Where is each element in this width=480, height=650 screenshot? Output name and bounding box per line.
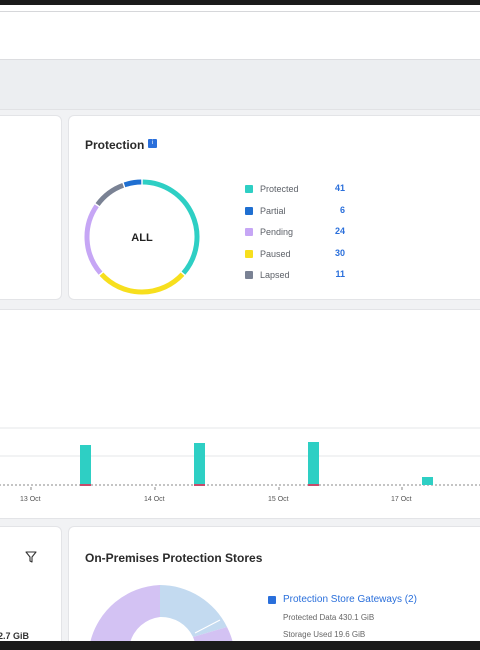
legend-swatch [245, 271, 253, 279]
storage-used-text: Storage Used 19.6 GiB [283, 630, 366, 639]
donut-segment-lapsed[interactable] [95, 182, 125, 207]
legend-count[interactable]: 24 [334, 226, 345, 236]
legend-count[interactable]: 11 [335, 269, 345, 279]
legend-item-pending[interactable]: Pending 24 [245, 225, 345, 247]
donut-segment[interactable] [160, 585, 227, 637]
legend-count[interactable]: 41 [334, 183, 345, 193]
donut-segment[interactable] [193, 627, 233, 641]
donut-segment-protected[interactable] [142, 179, 200, 275]
x-axis-label: 17 Oct [391, 496, 412, 503]
legend-swatch [245, 206, 253, 215]
gateway-icon [268, 596, 276, 604]
legend-item-lapsed[interactable]: Lapsed 11 [245, 268, 345, 290]
legend-item-protected[interactable]: Protected 41 [245, 182, 345, 204]
timeline-bar-base [194, 484, 205, 486]
legend-count[interactable]: 30 [334, 247, 345, 258]
x-axis-label: 13 Oct [20, 496, 41, 503]
activity-timeline-card: 13 Oct 14 Oct 15 Oct 17 Oct [0, 309, 480, 519]
legend-label: Protected [260, 184, 299, 194]
sub-header-bar [0, 60, 480, 110]
legend-swatch [245, 249, 253, 258]
donut-segment[interactable] [90, 585, 160, 641]
legend-count[interactable]: 6 [339, 204, 345, 215]
donut-divider [194, 619, 221, 634]
x-axis-label: 15 Oct [268, 496, 289, 503]
protected-data-text: Protected Data 430.1 GiB [283, 613, 375, 622]
timeline-bar[interactable] [194, 443, 205, 485]
onprem-title: On-Premises Protection Stores [85, 551, 263, 565]
legend-label: Partial [260, 205, 286, 216]
protection-store-gateways-link[interactable]: Protection Store Gateways (2) [283, 594, 417, 605]
onprem-protection-stores-card: On-Premises Protection Stores Protection… [68, 526, 480, 641]
x-axis-label: 14 Oct [144, 496, 165, 503]
legend-label: Paused [260, 248, 291, 259]
donut-segment-pending[interactable] [84, 204, 103, 275]
protection-card: Protection i ALL Protected 41 Partial 6 … [68, 115, 480, 300]
filter-icon[interactable] [25, 551, 37, 563]
timeline-chart [0, 427, 480, 490]
donut-segment-paused[interactable] [99, 272, 185, 295]
timeline-bar[interactable] [308, 442, 319, 485]
protection-donut-chart[interactable]: ALL [83, 178, 201, 296]
legend-swatch [245, 228, 253, 236]
legend-label: Pending [260, 227, 294, 237]
timeline-bar[interactable] [80, 445, 91, 485]
legend-item-partial[interactable]: Partial 6 [245, 204, 345, 226]
protection-title: Protection [85, 138, 145, 152]
donut-center-label: ALL [131, 232, 153, 244]
info-icon[interactable]: i [148, 139, 157, 148]
onprem-donut-chart[interactable] [85, 585, 255, 641]
protection-legend: Protected 41 Partial 6 Pending 24 Paused… [245, 182, 345, 290]
timeline-bar[interactable] [422, 477, 433, 485]
left-bottom-card: 12.7 GiB [0, 526, 62, 641]
bottom-bar [0, 641, 480, 650]
dashboard-viewport: Protection i ALL Protected 41 Partial 6 … [0, 5, 480, 641]
donut-segment-partial[interactable] [123, 179, 142, 188]
legend-label: Lapsed [260, 270, 290, 280]
timeline-bar-base [308, 484, 319, 486]
left-summary-card [0, 115, 62, 300]
top-bar [0, 5, 480, 60]
top-bar-divider [0, 11, 480, 12]
storage-value: 12.7 GiB [0, 631, 30, 641]
legend-item-paused[interactable]: Paused 30 [245, 247, 345, 269]
timeline-bar-base [80, 484, 91, 486]
legend-swatch [245, 185, 253, 193]
